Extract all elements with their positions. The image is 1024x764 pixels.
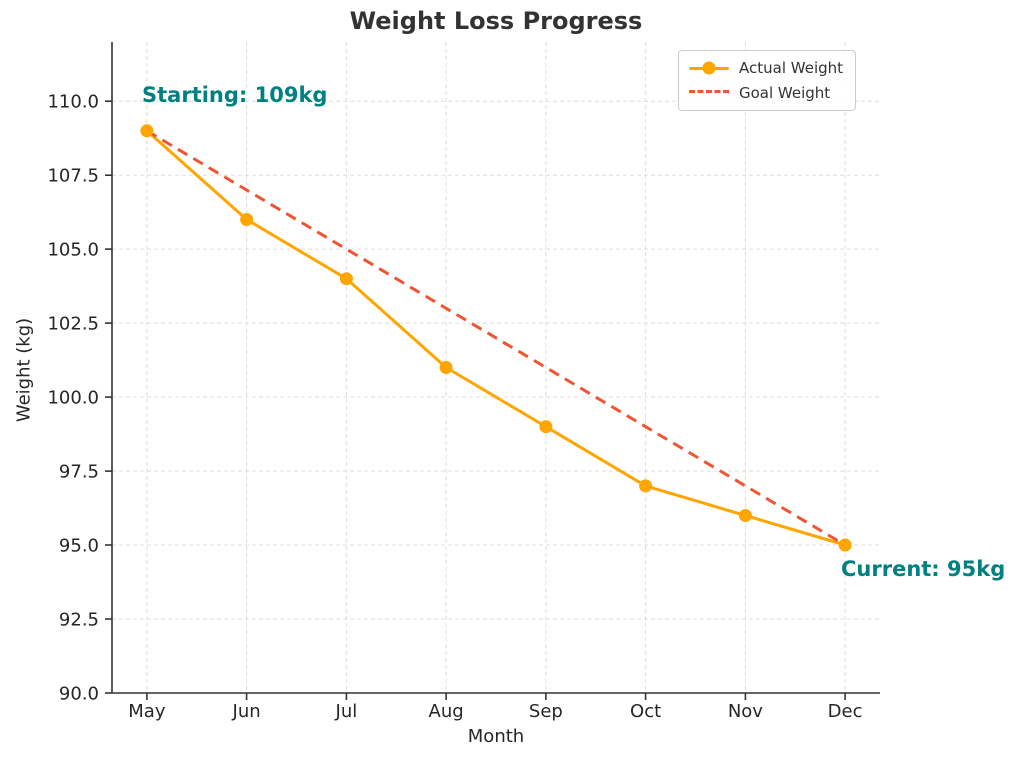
- x-axis-label: Month: [467, 726, 525, 747]
- actual-weight-line-swatch: [689, 61, 729, 75]
- chart-legend: Actual Weight Goal Weight: [678, 50, 857, 111]
- y-axis-label: Weight (kg): [13, 317, 35, 423]
- goal-weight-line: [146, 129, 846, 547]
- x-tick-label: May: [128, 701, 166, 722]
- y-tick-label: 92.5: [59, 610, 99, 631]
- data-point-Sep: [539, 420, 553, 434]
- data-point-Jun: [240, 213, 254, 226]
- data-point-Jul: [339, 272, 353, 286]
- data-point-Aug: [439, 361, 453, 374]
- chart-title: Weight Loss Progress: [349, 7, 643, 35]
- legend-label-goal-weight: Goal Weight: [739, 84, 831, 102]
- goal-weight-line-swatch: [689, 86, 729, 100]
- y-tick-label: 110.0: [47, 92, 99, 113]
- data-point-Nov: [738, 509, 752, 522]
- data-point-Oct: [639, 479, 653, 493]
- x-tick-label: Jun: [232, 701, 261, 722]
- x-tick-label: Aug: [429, 701, 464, 722]
- legend-item-actual-weight: Actual Weight: [689, 59, 843, 77]
- y-tick-label: 102.5: [47, 314, 99, 335]
- data-point-May: [140, 124, 154, 138]
- annotation-starting-weight: Starting: 109kg: [142, 83, 328, 107]
- legend-label-actual-weight: Actual Weight: [739, 59, 844, 77]
- marker-dot-icon: [702, 61, 716, 75]
- y-tick-label: 95.0: [59, 536, 99, 557]
- x-tick-label: Sep: [529, 701, 563, 722]
- actual-weight-line: [145, 129, 847, 547]
- y-tick-label: 100.0: [47, 388, 99, 409]
- y-tick-label: 90.0: [59, 684, 99, 705]
- y-tick-label: 107.5: [47, 166, 99, 187]
- x-tick-label: Dec: [828, 701, 863, 722]
- y-tick-label: 97.5: [59, 462, 99, 483]
- y-tick-label: 105.0: [47, 240, 99, 261]
- data-point-Dec: [838, 538, 852, 552]
- x-tick-label: Oct: [630, 701, 661, 722]
- legend-item-goal-weight: Goal Weight: [689, 84, 843, 102]
- x-tick-label: Jul: [335, 701, 358, 722]
- annotation-current-weight: Current: 95kg: [841, 557, 1006, 581]
- x-tick-label: Nov: [728, 701, 763, 722]
